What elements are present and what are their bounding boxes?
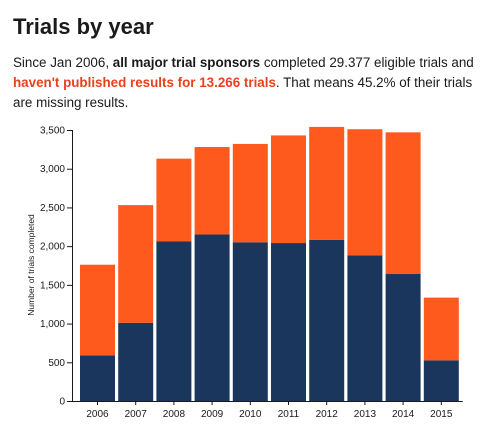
bar-unpublished-2011 bbox=[271, 135, 306, 244]
x-tick-label: 2009 bbox=[201, 409, 224, 420]
bar-published-2011 bbox=[271, 243, 306, 401]
bar-unpublished-2015 bbox=[423, 297, 459, 361]
x-tick-label: 2011 bbox=[278, 409, 300, 420]
x-tick-label: 2006 bbox=[86, 409, 109, 420]
bar-published-2014 bbox=[385, 274, 421, 401]
bar-unpublished-2010 bbox=[232, 143, 268, 243]
subtitle-text-2: completed 29.377 eligible trials and bbox=[260, 55, 474, 70]
bar-unpublished-2007 bbox=[118, 205, 154, 323]
bar-unpublished-2013 bbox=[347, 129, 383, 256]
y-tick-label: 0 bbox=[59, 397, 65, 408]
bar-unpublished-2008 bbox=[156, 158, 192, 242]
subtitle-sponsors-highlight: all major trial sponsors bbox=[112, 55, 261, 70]
x-axis: 2006 2007 2008 2009 2010 2011 2012 2013 2014 2015 bbox=[72, 401, 463, 420]
y-tick-label: 2,500 bbox=[40, 203, 65, 214]
subtitle-text-3: . That means 45.2% of their trials are m… bbox=[13, 75, 473, 110]
bar-unpublished-2014 bbox=[385, 132, 421, 275]
bar-unpublished-2006 bbox=[80, 264, 115, 356]
y-axis: 0 500 1,000 1,500 2,000 2,500 3,000 3,500 bbox=[40, 126, 73, 408]
bar-published-2008 bbox=[156, 241, 192, 401]
x-tick-label: 2015 bbox=[430, 409, 453, 420]
bar-unpublished-2012 bbox=[309, 126, 345, 240]
chart-title: Trials by year bbox=[13, 14, 154, 39]
bar-unpublished-2009 bbox=[194, 147, 230, 235]
x-tick-label: 2008 bbox=[163, 409, 186, 420]
y-tick-label: 1,500 bbox=[40, 280, 65, 291]
bars-group bbox=[80, 126, 459, 401]
y-tick-label: 3,000 bbox=[40, 164, 65, 175]
bar-published-2006 bbox=[80, 355, 115, 401]
x-tick-label: 2010 bbox=[239, 409, 262, 420]
x-tick-label: 2007 bbox=[125, 409, 148, 420]
chart-subtitle: Since Jan 2006, all major trial sponsors… bbox=[13, 53, 491, 113]
y-tick-label: 500 bbox=[48, 358, 65, 369]
subtitle-unpublished-highlight: haven't published results for 13.266 tri… bbox=[13, 75, 276, 90]
bar-published-2009 bbox=[194, 234, 230, 401]
bar-published-2015 bbox=[423, 360, 459, 401]
y-tick-label: 2,000 bbox=[40, 242, 65, 253]
bar-published-2013 bbox=[347, 255, 383, 401]
x-tick-label: 2012 bbox=[316, 409, 339, 420]
bar-published-2012 bbox=[309, 239, 345, 401]
x-tick-label: 2013 bbox=[354, 409, 377, 420]
y-tick-label: 3,500 bbox=[40, 126, 65, 137]
x-tick-label: 2014 bbox=[392, 409, 415, 420]
y-tick-label: 1,000 bbox=[40, 319, 65, 330]
bar-published-2007 bbox=[118, 322, 154, 401]
y-axis-title: Number of trials completed bbox=[26, 214, 36, 316]
bar-published-2010 bbox=[232, 242, 268, 401]
subtitle-text-1: Since Jan 2006, bbox=[13, 55, 113, 70]
